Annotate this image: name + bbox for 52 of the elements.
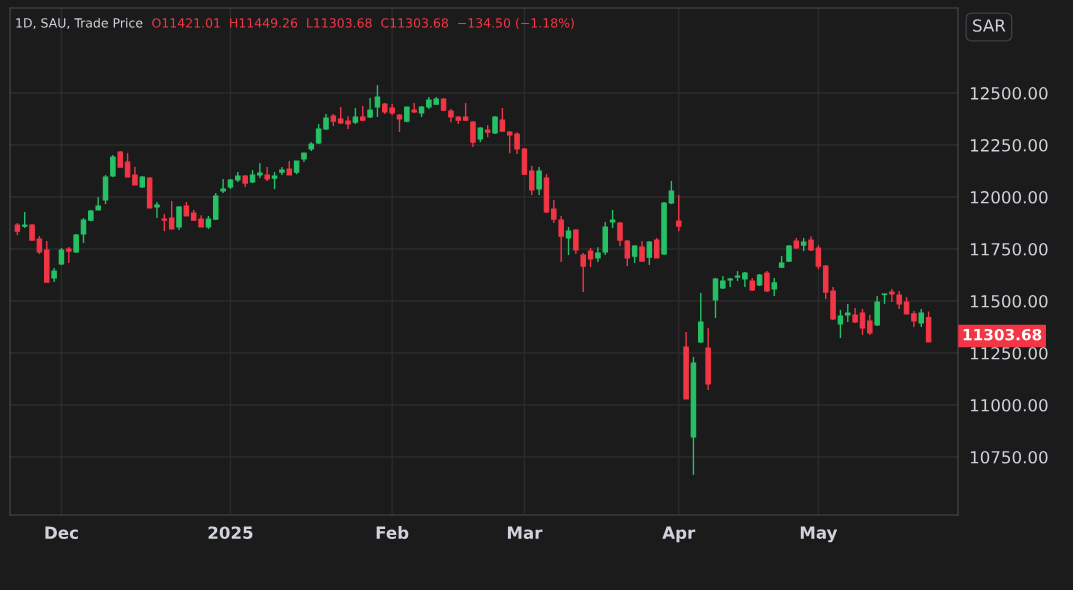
y-tick-label: 12000.00 bbox=[970, 191, 1048, 204]
candlestick bbox=[257, 162, 263, 179]
candlestick bbox=[918, 308, 925, 328]
y-axis-title: SAR bbox=[973, 19, 1006, 32]
y-tick-label: 12500.00 bbox=[970, 87, 1048, 100]
x-tick-label: Mar bbox=[507, 526, 543, 540]
candlestick bbox=[176, 205, 182, 231]
x-tick-label: Dec bbox=[45, 526, 78, 540]
candlestick bbox=[565, 226, 572, 256]
candlestick bbox=[587, 247, 594, 268]
candlestick bbox=[646, 240, 653, 266]
candlestick bbox=[874, 295, 880, 327]
x-tick-label: 2025 bbox=[208, 526, 253, 540]
candlestick bbox=[573, 228, 579, 255]
candlestick bbox=[168, 200, 175, 230]
candlestick bbox=[102, 174, 109, 205]
candlestick bbox=[609, 209, 616, 229]
candlestick bbox=[771, 277, 778, 297]
candlestick bbox=[653, 237, 660, 259]
candlestick bbox=[374, 84, 381, 118]
text: 1D, SAU, Trade Price bbox=[16, 17, 143, 29]
candlestick bbox=[124, 152, 131, 178]
candlestick bbox=[859, 308, 866, 336]
candlestick bbox=[580, 252, 586, 293]
candlestick bbox=[675, 194, 682, 232]
x-tick-label: May bbox=[800, 526, 838, 543]
text: O11421.01 H11449.26 L11303.68 C11303.68 −134.50 (−1.18%) bbox=[152, 17, 574, 30]
candlestick bbox=[73, 233, 79, 254]
candlestick bbox=[154, 201, 160, 219]
candlestick bbox=[80, 217, 87, 244]
x-tick-label: Apr bbox=[662, 526, 696, 543]
x-tick-label: Feb bbox=[376, 526, 409, 540]
candlestick bbox=[837, 309, 844, 339]
candlestick bbox=[499, 107, 506, 132]
y-tick-label: 11500.00 bbox=[970, 294, 1048, 308]
candlestick bbox=[213, 192, 219, 221]
candlestick bbox=[712, 277, 719, 319]
candlestick bbox=[536, 166, 542, 196]
candlestick bbox=[639, 240, 645, 262]
candlestick bbox=[470, 120, 476, 148]
candlestick bbox=[845, 303, 851, 323]
y-tick-label: 11000.00 bbox=[970, 398, 1048, 412]
candlestick bbox=[698, 292, 704, 344]
y-tick-label: 11250.00 bbox=[970, 346, 1048, 360]
candlestick bbox=[815, 244, 822, 270]
candlestick bbox=[220, 178, 226, 194]
y-tick-label: 12250.00 bbox=[970, 139, 1048, 152]
text: 11303.68 bbox=[963, 328, 1042, 341]
candlestick bbox=[867, 314, 873, 336]
y-tick-label: 11750.00 bbox=[970, 242, 1048, 256]
y-tick-label: 10750.00 bbox=[970, 450, 1048, 464]
candlestick bbox=[529, 165, 535, 196]
